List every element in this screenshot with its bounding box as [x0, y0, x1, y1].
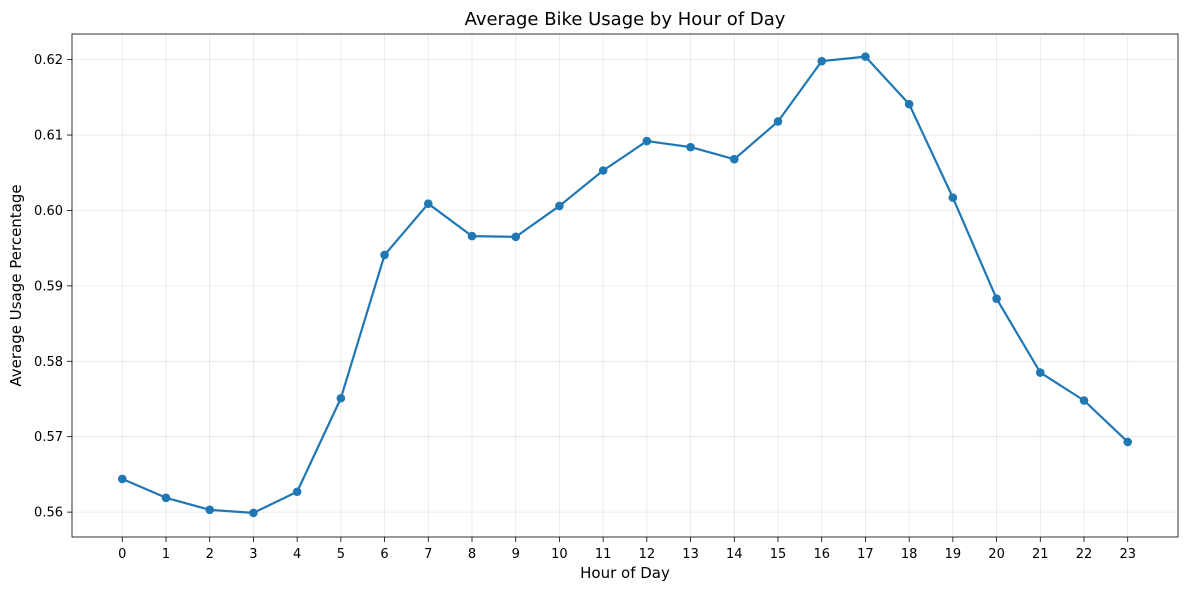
x-tick-label: 0	[118, 547, 126, 562]
x-tick-label: 15	[770, 547, 787, 562]
x-tick-label: 3	[249, 547, 257, 562]
data-point	[205, 505, 215, 515]
series-line	[121, 55, 1129, 514]
x-axis: 0 1 2 3 4 5 6 7 8 9 10 11 12 13 14 15 16 17 18 19 20 21 22 23	[118, 537, 1136, 562]
data-point	[555, 201, 564, 211]
x-tick-label: 2	[206, 547, 214, 562]
x-tick-label: 8	[468, 547, 476, 562]
x-tick-label: 18	[901, 547, 918, 562]
data-point	[467, 231, 477, 241]
grid-layer	[72, 34, 1178, 537]
y-tick-label: 0.57	[34, 430, 63, 445]
data-point	[1035, 368, 1045, 377]
x-tick-label: 12	[639, 547, 656, 562]
data-point	[249, 508, 258, 518]
x-tick-label: 20	[988, 547, 1005, 562]
y-tick-label: 0.56	[34, 506, 63, 521]
data-point	[1123, 437, 1133, 447]
data-point	[861, 52, 870, 61]
x-tick-label: 7	[424, 547, 432, 562]
y-tick-label: 0.60	[34, 204, 63, 219]
data-point	[598, 166, 608, 175]
y-tick-label: 0.61	[34, 129, 63, 144]
x-tick-label: 23	[1119, 547, 1136, 562]
y-tick-label: 0.59	[34, 279, 63, 294]
data-point	[686, 142, 695, 152]
x-tick-label: 10	[551, 547, 568, 562]
x-axis-label: Hour of Day	[580, 564, 670, 582]
data-point	[292, 487, 302, 497]
x-tick-label: 21	[1032, 547, 1049, 562]
data-point	[773, 117, 783, 126]
y-axis-label: Average Usage Percentage	[7, 184, 25, 386]
x-tick-label: 9	[512, 547, 520, 562]
data-point	[729, 154, 739, 164]
data-point	[423, 199, 433, 208]
x-tick-label: 19	[945, 547, 962, 562]
y-axis: 0.56 0.57 0.58 0.59 0.60 0.61 0.62	[34, 53, 72, 521]
data-point	[904, 99, 914, 109]
data-point	[1079, 396, 1089, 405]
x-tick-label: 13	[682, 547, 699, 562]
data-point	[642, 136, 652, 146]
data-point	[380, 250, 389, 260]
data-point	[117, 474, 127, 484]
x-tick-label: 22	[1076, 547, 1093, 562]
x-tick-label: 6	[380, 547, 388, 562]
data-point	[511, 232, 521, 242]
data-point	[948, 193, 958, 202]
chart-title: Average Bike Usage by Hour of Day	[465, 9, 786, 30]
data-point	[161, 493, 171, 503]
x-tick-label: 14	[726, 547, 743, 562]
data-point	[336, 393, 346, 403]
data-point	[992, 294, 1001, 303]
y-tick-label: 0.58	[34, 355, 63, 370]
series-layer	[117, 52, 1133, 518]
y-tick-label: 0.62	[34, 53, 63, 68]
x-tick-label: 1	[162, 547, 170, 562]
x-tick-label: 4	[293, 547, 301, 562]
x-tick-label: 17	[857, 547, 874, 562]
x-tick-label: 5	[337, 547, 345, 562]
data-point	[817, 56, 827, 66]
x-tick-label: 16	[813, 547, 830, 562]
x-tick-label: 11	[595, 547, 612, 562]
